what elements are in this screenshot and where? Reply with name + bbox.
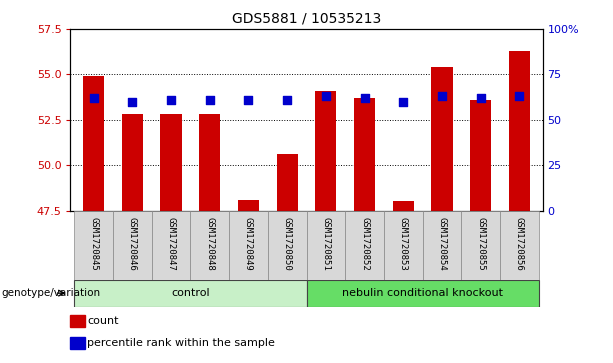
- Bar: [509, 51, 530, 211]
- Bar: [306, 280, 539, 307]
- Bar: [152, 211, 191, 280]
- Point: [282, 97, 292, 103]
- Text: GSM1720847: GSM1720847: [167, 217, 175, 270]
- Bar: [74, 280, 306, 307]
- Point: [360, 95, 370, 101]
- Bar: [345, 211, 384, 280]
- Text: GSM1720850: GSM1720850: [283, 217, 292, 270]
- Point: [476, 95, 485, 101]
- Title: GDS5881 / 10535213: GDS5881 / 10535213: [232, 11, 381, 25]
- Bar: [161, 114, 181, 211]
- Bar: [392, 201, 414, 211]
- Point: [437, 93, 447, 99]
- Text: GSM1720852: GSM1720852: [360, 217, 369, 270]
- Bar: [191, 211, 229, 280]
- Bar: [315, 91, 337, 211]
- Text: GSM1720855: GSM1720855: [476, 217, 485, 270]
- Text: GSM1720856: GSM1720856: [515, 217, 524, 270]
- Bar: [461, 211, 500, 280]
- Text: nebulin conditional knockout: nebulin conditional knockout: [342, 288, 503, 298]
- Bar: [432, 67, 452, 211]
- Point: [243, 97, 253, 103]
- Bar: [238, 200, 259, 211]
- Text: GSM1720846: GSM1720846: [128, 217, 137, 270]
- Text: GSM1720853: GSM1720853: [398, 217, 408, 270]
- Bar: [113, 211, 152, 280]
- Bar: [384, 211, 422, 280]
- Bar: [500, 211, 539, 280]
- Text: GSM1720854: GSM1720854: [438, 217, 446, 270]
- Bar: [470, 100, 491, 211]
- Bar: [122, 114, 143, 211]
- Point: [205, 97, 215, 103]
- Point: [321, 93, 331, 99]
- Bar: [422, 211, 461, 280]
- Point: [514, 93, 524, 99]
- Point: [89, 95, 99, 101]
- Text: genotype/variation: genotype/variation: [1, 288, 101, 298]
- Bar: [70, 315, 85, 327]
- Text: control: control: [171, 288, 210, 298]
- Bar: [229, 211, 268, 280]
- Text: GSM1720845: GSM1720845: [89, 217, 98, 270]
- Bar: [70, 337, 85, 349]
- Bar: [199, 114, 221, 211]
- Bar: [276, 154, 298, 211]
- Text: GSM1720848: GSM1720848: [205, 217, 215, 270]
- Text: percentile rank within the sample: percentile rank within the sample: [87, 338, 275, 348]
- Text: count: count: [87, 316, 118, 326]
- Bar: [354, 98, 375, 211]
- Bar: [306, 211, 345, 280]
- Point: [128, 99, 137, 105]
- Bar: [74, 211, 113, 280]
- Text: GSM1720851: GSM1720851: [321, 217, 330, 270]
- Text: GSM1720849: GSM1720849: [244, 217, 253, 270]
- Bar: [83, 76, 104, 211]
- Bar: [268, 211, 306, 280]
- Point: [166, 97, 176, 103]
- Point: [398, 99, 408, 105]
